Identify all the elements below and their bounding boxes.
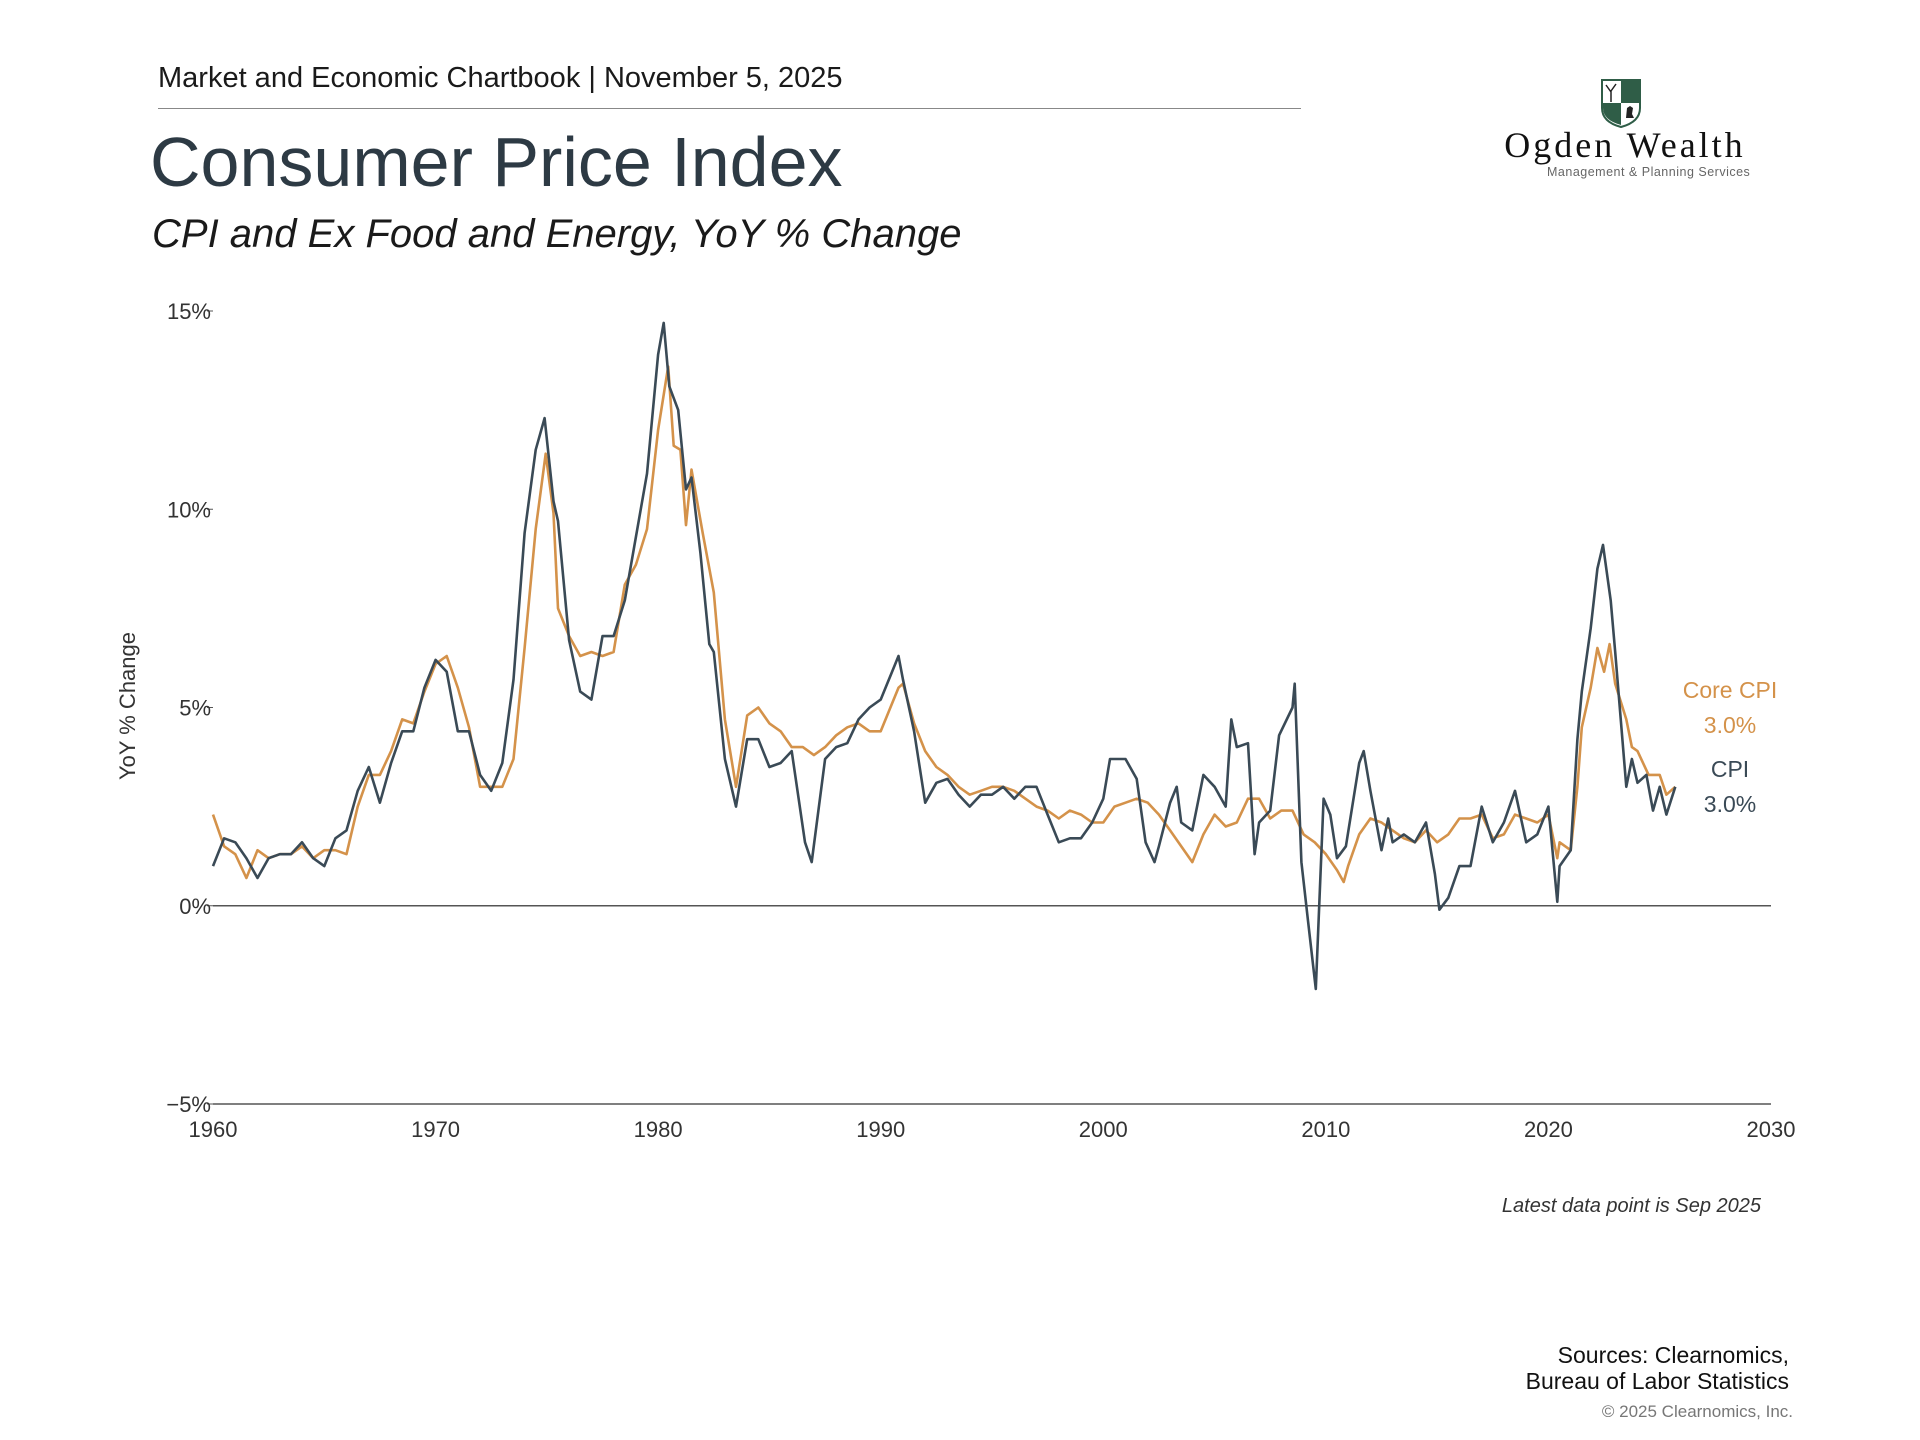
- cpi-label: CPI: [1711, 756, 1749, 782]
- x-tick-label: 2010: [1301, 1117, 1350, 1142]
- page-subtitle: CPI and Ex Food and Energy, YoY % Change: [152, 212, 962, 256]
- sources-line-1: Sources: Clearnomics,: [1557, 1342, 1789, 1368]
- header-divider: [158, 108, 1301, 109]
- x-tick-label: 2000: [1079, 1117, 1128, 1142]
- cpi-value: 3.0%: [1704, 791, 1756, 817]
- y-tick-label: 15%: [167, 299, 211, 324]
- x-tick-label: 1960: [189, 1117, 238, 1142]
- latest-data-note: Latest data point is Sep 2025: [1501, 1195, 1761, 1217]
- page-title: Consumer Price Index: [150, 123, 843, 201]
- y-tick-label: 0%: [179, 894, 211, 919]
- x-tick-label: 1990: [856, 1117, 905, 1142]
- x-tick-label: 1980: [634, 1117, 683, 1142]
- y-tick-label: 5%: [179, 696, 211, 721]
- x-tick-label: 2030: [1747, 1117, 1796, 1142]
- core-cpi-series-line: [211, 365, 1677, 884]
- x-tick-label: 1970: [411, 1117, 460, 1142]
- y-tick-label: −5%: [166, 1092, 211, 1117]
- copyright: © 2025 Clearnomics, Inc.: [1601, 1402, 1793, 1421]
- logo-name: Ogden Wealth: [1504, 125, 1746, 165]
- logo-tagline: Management & Planning Services: [1547, 165, 1751, 179]
- sources-line-2: Bureau of Labor Statistics: [1525, 1368, 1789, 1394]
- y-tick-label: 10%: [167, 497, 211, 522]
- chartbook-kicker: Market and Economic Chartbook | November…: [158, 62, 843, 94]
- x-tick-label: 2020: [1524, 1117, 1573, 1142]
- cpi-series-line: [211, 321, 1677, 991]
- core-cpi-label: Core CPI: [1683, 677, 1778, 703]
- core-cpi-value: 3.0%: [1704, 712, 1756, 738]
- ogden-wealth-logo: Ogden Wealth Management & Planning Servi…: [1480, 72, 1780, 187]
- shield-icon: [1601, 79, 1641, 128]
